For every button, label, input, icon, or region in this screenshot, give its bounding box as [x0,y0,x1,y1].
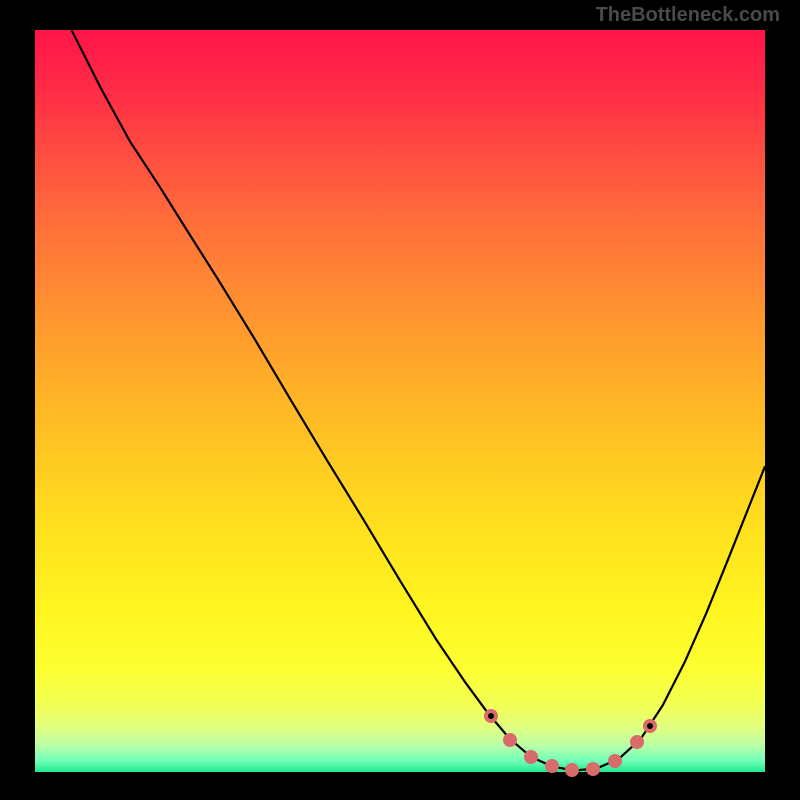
data-marker [630,735,644,749]
data-marker [545,759,559,773]
data-marker [608,754,622,768]
watermark-text: TheBottleneck.com [596,4,780,27]
endpoint-marker [488,713,494,719]
data-marker [524,750,538,764]
chart-container: TheBottleneck.com [0,0,800,800]
endpoint-marker [647,723,653,729]
bottleneck-curve [72,30,766,771]
data-marker [586,762,600,776]
data-marker [503,733,517,747]
curve-layer [35,30,765,772]
plot-area [35,30,765,772]
data-marker [565,763,579,777]
